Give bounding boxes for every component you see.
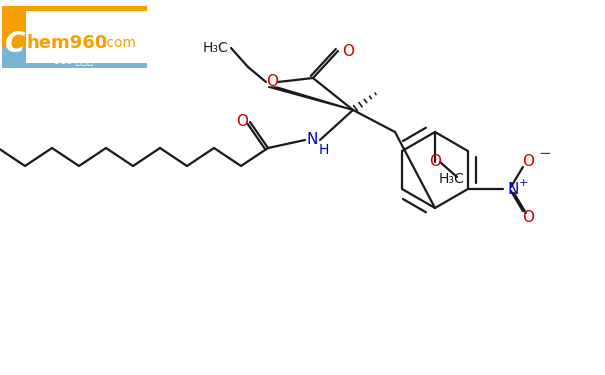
- Text: O: O: [522, 210, 534, 225]
- FancyBboxPatch shape: [26, 11, 148, 63]
- FancyBboxPatch shape: [2, 6, 147, 68]
- Text: H: H: [319, 143, 329, 157]
- Text: hem960: hem960: [27, 34, 108, 52]
- Text: O: O: [236, 114, 248, 129]
- Text: C: C: [5, 30, 25, 58]
- Text: O: O: [429, 154, 441, 170]
- Text: 960 化工网: 960 化工网: [54, 55, 94, 65]
- Text: N: N: [508, 182, 519, 196]
- Polygon shape: [268, 87, 354, 110]
- Text: O: O: [266, 75, 278, 90]
- Text: −: −: [538, 147, 551, 162]
- Text: +: +: [519, 178, 528, 188]
- Bar: [2, 48, 147, 68]
- Text: H₃C: H₃C: [439, 172, 465, 186]
- Text: N: N: [306, 132, 318, 147]
- Text: O: O: [522, 153, 534, 168]
- Text: H₃C: H₃C: [202, 41, 228, 55]
- Text: .com: .com: [103, 36, 137, 50]
- Text: O: O: [342, 44, 354, 58]
